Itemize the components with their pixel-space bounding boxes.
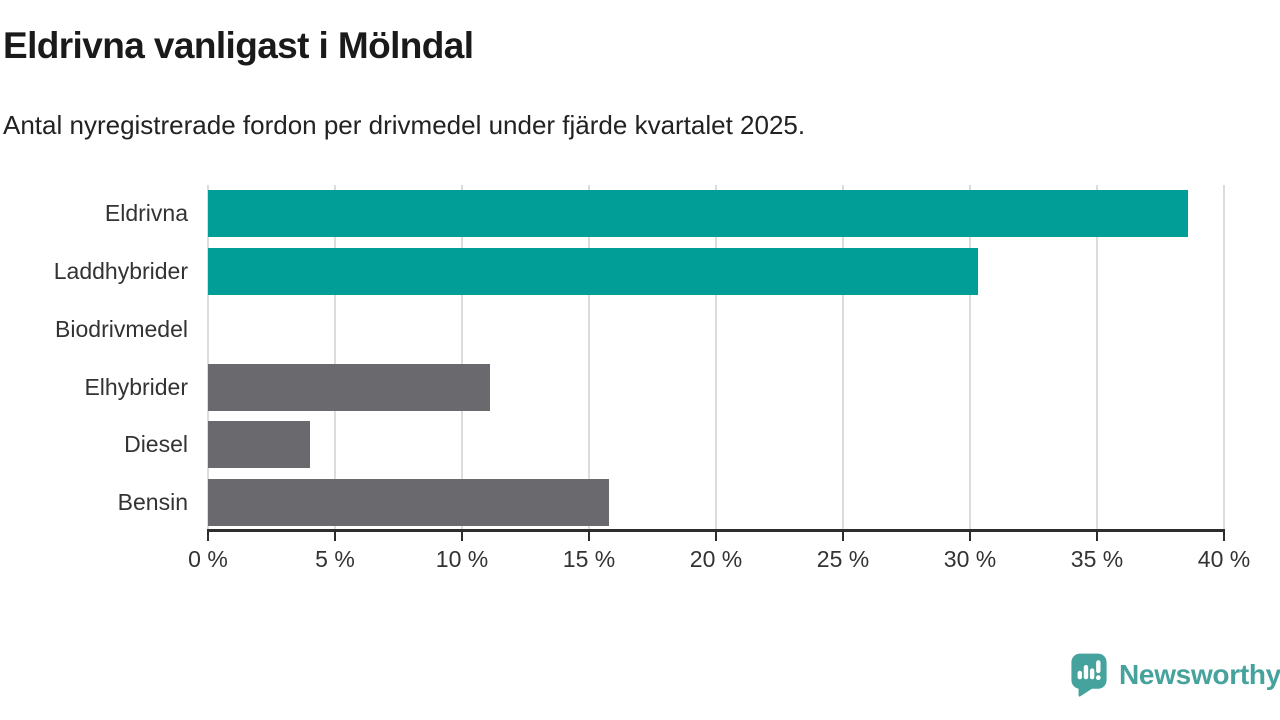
category-label: Bensin	[117, 489, 188, 516]
x-tick-label: 5 %	[315, 546, 355, 572]
plot-area	[207, 185, 1225, 541]
gridline	[842, 185, 844, 531]
x-axis-tick	[715, 532, 717, 541]
x-tick-label: 0 %	[188, 546, 228, 572]
gridline	[207, 185, 209, 531]
x-tick-label: 15 %	[562, 546, 616, 572]
x-axis-tick	[969, 532, 971, 541]
x-axis-tick	[842, 532, 844, 541]
gridline	[334, 185, 336, 531]
x-axis-tick	[1096, 532, 1098, 541]
gridline	[1096, 185, 1098, 531]
gridline	[715, 185, 717, 531]
category-label: Eldrivna	[104, 200, 188, 226]
x-axis-tick	[1223, 532, 1225, 541]
bar-elhybrider	[208, 363, 490, 411]
x-tick-label: 25 %	[816, 546, 870, 572]
chart-title: Eldrivna vanligast i Mölndal	[3, 25, 474, 66]
x-axis-line	[207, 529, 1225, 532]
x-axis-tick	[461, 532, 463, 541]
x-axis-tick	[588, 532, 590, 541]
newsworthy-logo-icon	[1071, 653, 1107, 697]
gridline	[969, 185, 971, 531]
x-tick-label: 30 %	[943, 546, 997, 572]
brand-name: Newsworthy	[1119, 659, 1280, 690]
x-tick-label: 40 %	[1197, 546, 1251, 572]
chart-subtitle: Antal nyregistrerade fordon per drivmede…	[3, 110, 806, 140]
x-tick-label: 20 %	[689, 546, 743, 572]
gridline	[1223, 185, 1225, 531]
y-axis-labels: Eldrivna Laddhybrider Biodrivmedel Elhybrid…	[0, 185, 188, 532]
category-label: Elhybrider	[84, 373, 188, 400]
x-tick-label: 10 %	[435, 546, 489, 572]
bar-laddhybrider	[208, 247, 978, 295]
brand-logo: Newsworthy	[1070, 651, 1280, 699]
category-label: Diesel	[124, 431, 188, 458]
category-label: Biodrivmedel	[55, 315, 188, 342]
x-axis-tick	[207, 532, 209, 541]
category-label: Laddhybrider	[53, 257, 188, 284]
bar-bensin	[208, 479, 610, 527]
x-tick-label: 35 %	[1070, 546, 1124, 572]
bar-eldrivna	[208, 190, 1189, 237]
gridline	[588, 185, 590, 531]
bar-diesel	[208, 421, 310, 469]
x-axis-tick-labels: 0 % 5 % 10 % 15 % 20 % 25 % 30 % 35 % 40 %	[188, 546, 1250, 576]
gridline	[461, 185, 463, 531]
x-axis-tick	[334, 532, 336, 541]
